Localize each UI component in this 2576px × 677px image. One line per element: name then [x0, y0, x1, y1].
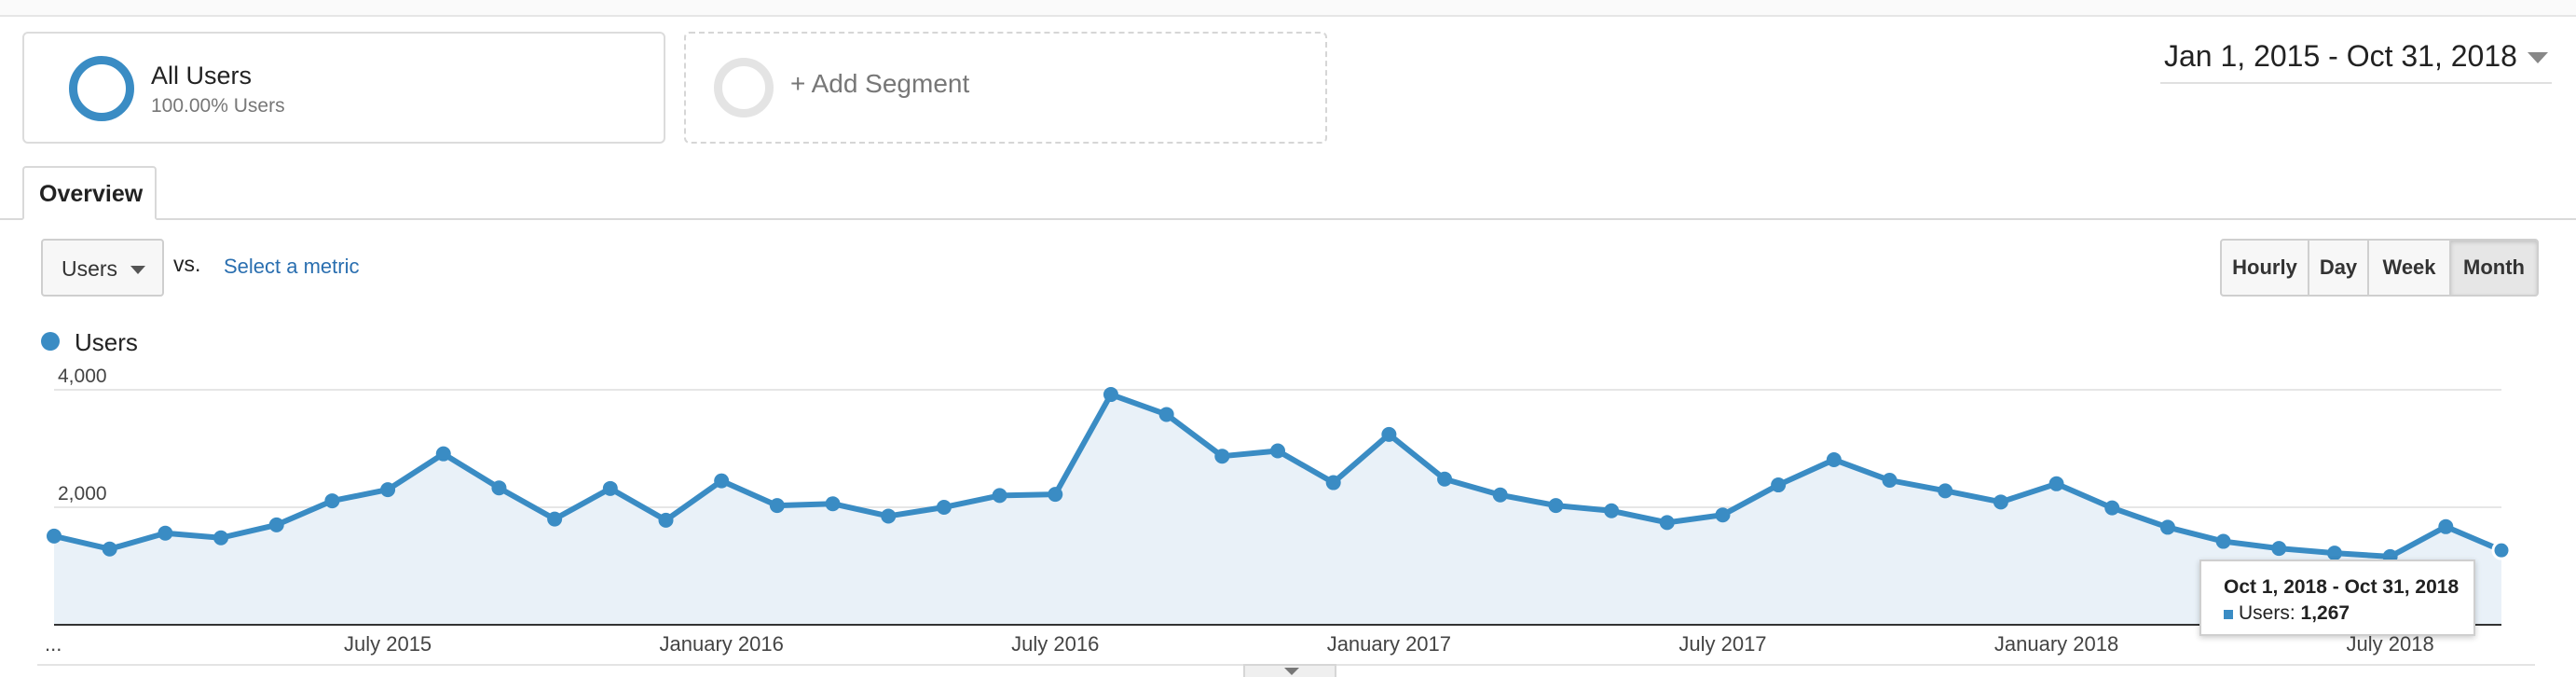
- data-point: [992, 488, 1007, 504]
- chart-tooltip: Oct 1, 2018 - Oct 31, 2018 Users: 1,267: [2199, 560, 2475, 636]
- granularity-hourly-button[interactable]: Hourly: [2220, 239, 2309, 297]
- data-point: [2438, 518, 2454, 534]
- data-point: [547, 511, 563, 527]
- x-tick-label: July 2018: [2347, 632, 2434, 656]
- date-range-picker[interactable]: Jan 1, 2015 - Oct 31, 2018: [2160, 34, 2552, 84]
- chart-area-fill: [54, 394, 2501, 625]
- data-point: [936, 500, 952, 515]
- data-point: [2159, 519, 2175, 535]
- metric-dropdown[interactable]: Users: [41, 239, 164, 297]
- data-point: [658, 512, 674, 528]
- chevron-down-icon: [130, 266, 145, 274]
- expand-handle[interactable]: [1243, 664, 1336, 677]
- data-point: [1158, 407, 1174, 422]
- top-bar: [0, 0, 2576, 17]
- tab-label: Overview: [39, 181, 144, 207]
- data-point: [1492, 487, 1508, 503]
- x-tick-label: January 2016: [660, 632, 784, 656]
- data-point: [1548, 498, 1564, 514]
- data-point: [158, 525, 173, 541]
- data-point: [1270, 443, 1285, 459]
- granularity-day-button[interactable]: Day: [2308, 239, 2369, 297]
- y-tick-label: 2,000: [58, 483, 107, 504]
- data-point: [1604, 503, 1620, 518]
- data-point: [47, 528, 62, 544]
- data-point: [1103, 387, 1118, 403]
- tab-overview[interactable]: Overview: [22, 166, 157, 220]
- legend-dot-icon: [41, 332, 60, 351]
- data-point: [1214, 449, 1230, 464]
- segment-all-users[interactable]: All Users 100.00% Users: [22, 32, 665, 144]
- data-point: [1437, 471, 1453, 487]
- tooltip-metric-label: Users:: [2239, 602, 2295, 624]
- data-point: [2326, 546, 2342, 561]
- data-point: [324, 493, 340, 509]
- data-point: [435, 446, 451, 462]
- x-tick-label: July 2017: [1679, 632, 1766, 656]
- data-point: [2048, 476, 2064, 491]
- tooltip-metric: Users: 1,267: [2239, 602, 2350, 625]
- data-point: [825, 496, 841, 512]
- granularity-week-button[interactable]: Week: [2367, 239, 2451, 297]
- data-point: [602, 480, 618, 496]
- segment-title: All Users: [151, 62, 253, 90]
- chevron-down-icon: [2528, 52, 2548, 63]
- granularity-month-button[interactable]: Month: [2449, 239, 2539, 297]
- data-point: [1993, 494, 2008, 510]
- data-point: [2104, 500, 2120, 516]
- x-tick-label: January 2017: [1327, 632, 1451, 656]
- date-range-text: Jan 1, 2015 - Oct 31, 2018: [2164, 39, 2517, 73]
- data-point: [1882, 473, 1898, 489]
- data-point: [1715, 507, 1731, 523]
- data-point: [213, 530, 229, 546]
- tooltip-metric-value: 1,267: [2300, 602, 2350, 624]
- add-segment-label: + Add Segment: [790, 69, 970, 98]
- metric-dropdown-value: Users: [62, 256, 118, 281]
- x-tick-label: July 2016: [1011, 632, 1099, 656]
- select-metric-link[interactable]: Select a metric: [224, 255, 360, 278]
- data-point: [1381, 426, 1397, 442]
- users-line-chart: 4,000 2,000... July 2015 January 2016 July 2…: [45, 366, 2512, 656]
- data-point: [268, 517, 284, 532]
- data-point: [1048, 487, 1063, 503]
- empty-segment-icon: [714, 58, 774, 117]
- data-point: [1938, 483, 1953, 499]
- segment-donut-icon: [69, 56, 134, 121]
- legend-label: Users: [75, 328, 138, 356]
- data-point: [2215, 533, 2231, 549]
- x-tick-label: July 2015: [344, 632, 432, 656]
- x-tick-label: January 2018: [1994, 632, 2118, 656]
- data-point: [769, 498, 785, 514]
- x-tick-label: ...: [45, 632, 62, 656]
- y-tick-label: 4,000: [58, 366, 107, 387]
- data-point: [881, 508, 897, 524]
- data-point: [1826, 451, 1842, 467]
- data-point: [380, 482, 396, 498]
- data-point: [2271, 541, 2287, 557]
- tooltip-series-swatch: [2224, 610, 2233, 619]
- data-point: [1659, 515, 1675, 531]
- add-segment-button[interactable]: + Add Segment: [684, 32, 1327, 144]
- data-point: [491, 480, 507, 496]
- segment-subtitle: 100.00% Users: [151, 95, 285, 117]
- data-point: [714, 473, 730, 489]
- vs-label: vs.: [173, 252, 201, 276]
- tab-bar: [0, 218, 2576, 220]
- data-point: [102, 541, 117, 557]
- data-point: [1325, 475, 1341, 490]
- data-point: [2491, 540, 2512, 560]
- chevron-down-icon: [1284, 668, 1299, 675]
- data-point: [1771, 477, 1787, 493]
- tooltip-date-range: Oct 1, 2018 - Oct 31, 2018: [2224, 576, 2460, 598]
